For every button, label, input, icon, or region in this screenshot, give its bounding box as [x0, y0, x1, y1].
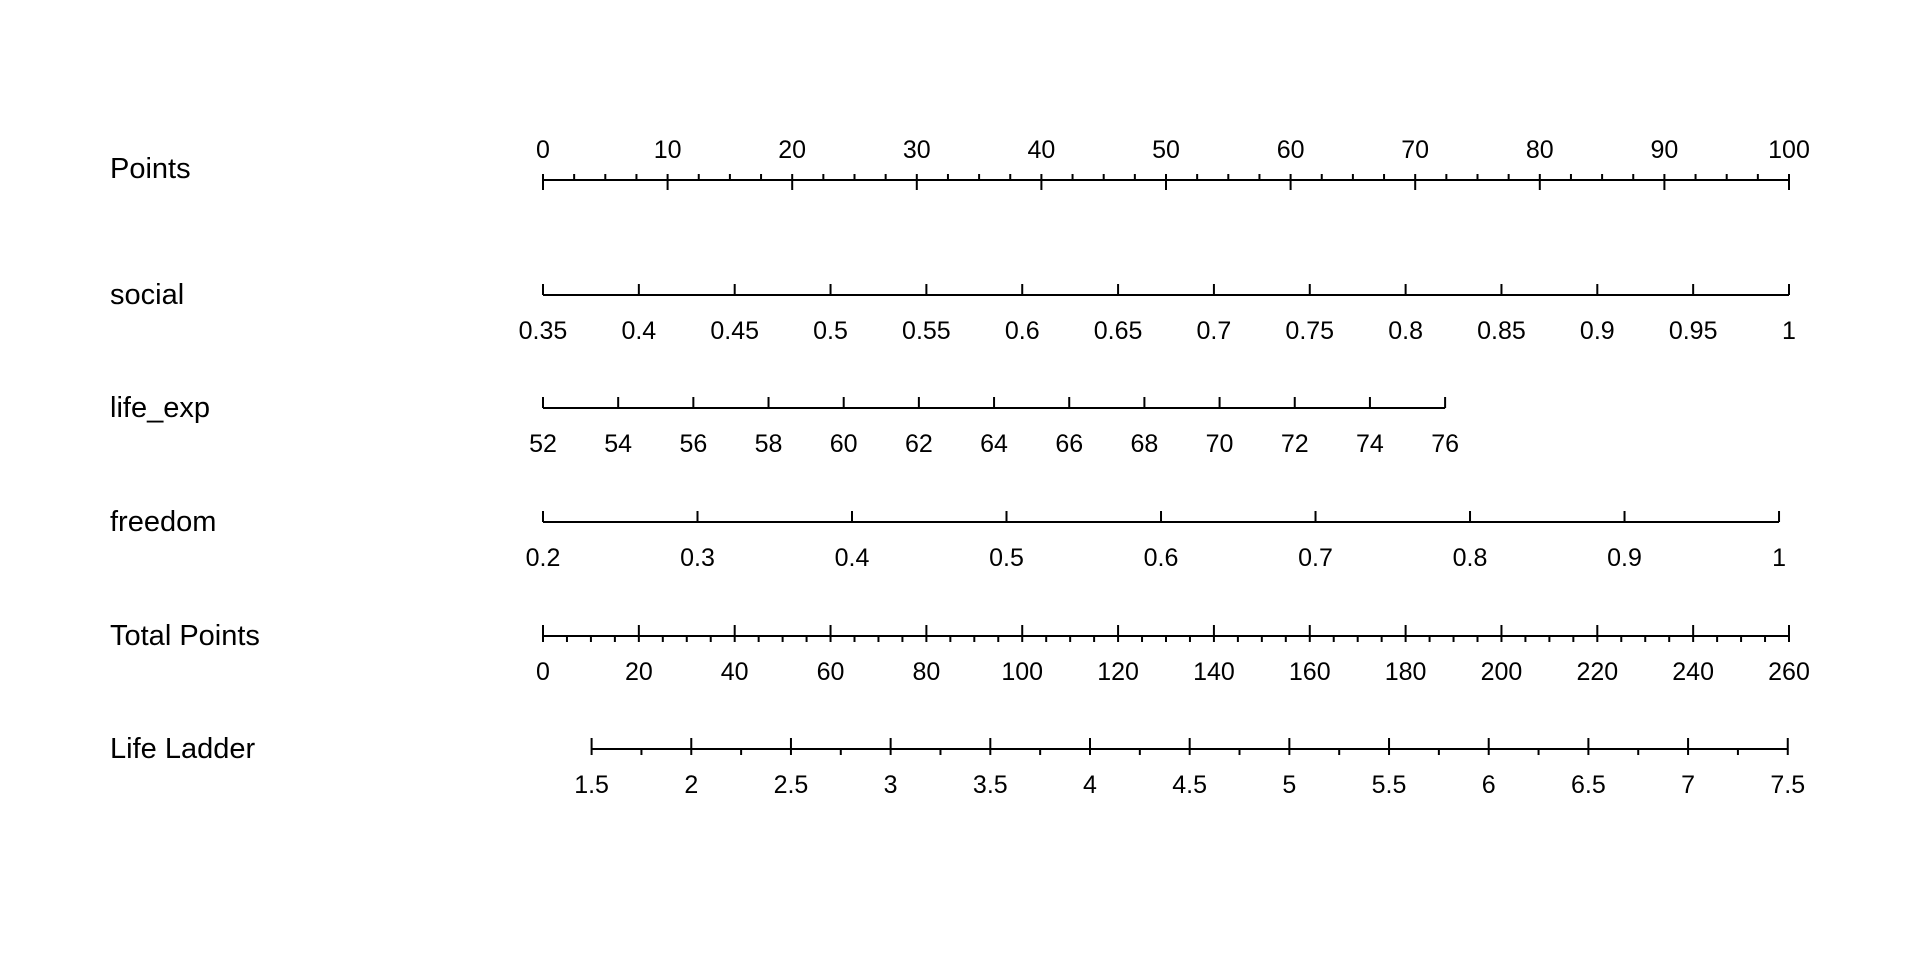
tick-label: 0.75: [1285, 317, 1334, 345]
tick-label: 200: [1481, 658, 1523, 686]
tick-label: 54: [604, 430, 632, 458]
tick-label: 0.6: [1005, 317, 1040, 345]
tick-label: 0.4: [621, 317, 656, 345]
tick-label: 5.5: [1372, 771, 1407, 799]
tick-label: 50: [1152, 136, 1180, 164]
tick-label: 60: [817, 658, 845, 686]
tick-label: 70: [1401, 136, 1429, 164]
tick-label: 7: [1681, 771, 1695, 799]
tick-label: 20: [625, 658, 653, 686]
tick-label: 120: [1097, 658, 1139, 686]
tick-label: 0.65: [1094, 317, 1143, 345]
tick-label: 66: [1055, 430, 1083, 458]
tick-label: 6.5: [1571, 771, 1606, 799]
tick-label: 160: [1289, 658, 1331, 686]
tick-label: 260: [1768, 658, 1810, 686]
tick-label: 0.5: [989, 544, 1024, 572]
tick-label: 4: [1083, 771, 1097, 799]
tick-label: 240: [1672, 658, 1714, 686]
tick-label: 0.5: [813, 317, 848, 345]
tick-label: 40: [1027, 136, 1055, 164]
tick-label: 0.8: [1453, 544, 1488, 572]
row-label: Total Points: [110, 620, 260, 652]
tick-label: 0.7: [1298, 544, 1333, 572]
tick-label: 40: [721, 658, 749, 686]
tick-label: 0: [536, 136, 550, 164]
tick-label: 60: [830, 430, 858, 458]
tick-label: 74: [1356, 430, 1384, 458]
tick-label: 20: [778, 136, 806, 164]
tick-label: 4.5: [1172, 771, 1207, 799]
tick-label: 1: [1782, 317, 1796, 345]
tick-label: 0.45: [710, 317, 759, 345]
tick-label: 0.6: [1144, 544, 1179, 572]
tick-label: 68: [1130, 430, 1158, 458]
tick-label: 100: [1001, 658, 1043, 686]
tick-label: 72: [1281, 430, 1309, 458]
tick-label: 10: [654, 136, 682, 164]
tick-label: 0.7: [1197, 317, 1232, 345]
tick-label: 0.4: [835, 544, 870, 572]
tick-label: 52: [529, 430, 557, 458]
tick-label: 56: [679, 430, 707, 458]
tick-label: 80: [1526, 136, 1554, 164]
tick-label: 0.35: [519, 317, 568, 345]
tick-label: 60: [1277, 136, 1305, 164]
tick-label: 80: [912, 658, 940, 686]
tick-label: 30: [903, 136, 931, 164]
tick-label: 1: [1772, 544, 1786, 572]
row-label: freedom: [110, 506, 216, 538]
tick-label: 0.95: [1669, 317, 1718, 345]
row-label: life_exp: [110, 392, 210, 424]
tick-label: 62: [905, 430, 933, 458]
tick-label: 7.5: [1770, 771, 1805, 799]
tick-label: 0.8: [1388, 317, 1423, 345]
tick-label: 0.9: [1607, 544, 1642, 572]
tick-label: 64: [980, 430, 1008, 458]
row-label: social: [110, 279, 184, 311]
tick-label: 0.55: [902, 317, 951, 345]
tick-label: 220: [1576, 658, 1618, 686]
tick-label: 2.5: [774, 771, 809, 799]
tick-label: 0.2: [526, 544, 561, 572]
tick-label: 140: [1193, 658, 1235, 686]
tick-label: 1.5: [574, 771, 609, 799]
tick-label: 100: [1768, 136, 1810, 164]
tick-label: 76: [1431, 430, 1459, 458]
tick-label: 70: [1206, 430, 1234, 458]
tick-label: 0: [536, 658, 550, 686]
tick-label: 0.9: [1580, 317, 1615, 345]
tick-label: 3: [884, 771, 898, 799]
tick-label: 5: [1282, 771, 1296, 799]
tick-label: 3.5: [973, 771, 1008, 799]
tick-label: 2: [684, 771, 698, 799]
tick-label: 90: [1650, 136, 1678, 164]
tick-label: 58: [755, 430, 783, 458]
tick-label: 0.3: [680, 544, 715, 572]
row-label: Life Ladder: [110, 733, 255, 765]
row-label: Points: [110, 153, 191, 185]
tick-label: 180: [1385, 658, 1427, 686]
tick-label: 0.85: [1477, 317, 1526, 345]
tick-label: 6: [1482, 771, 1496, 799]
